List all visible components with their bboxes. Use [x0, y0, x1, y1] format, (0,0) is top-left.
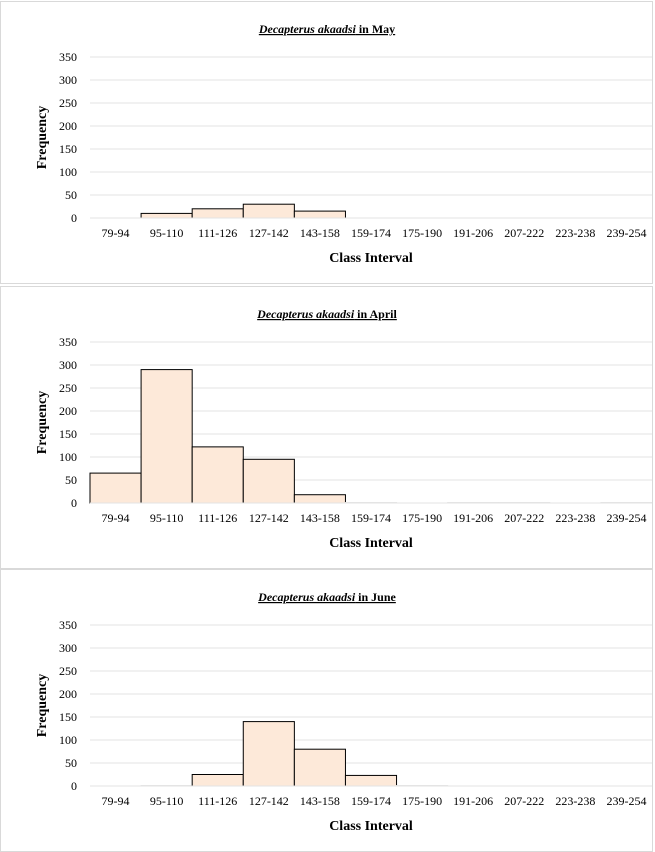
chart-title: Decapterus akaadsi in May — [258, 22, 395, 36]
y-tick-label: 150 — [59, 427, 77, 441]
y-axis-label: Frequency — [35, 674, 50, 738]
y-tick-label: 200 — [59, 119, 77, 133]
x-tick-label: 191-206 — [453, 794, 493, 808]
x-tick-label: 239-254 — [606, 226, 646, 240]
x-tick-label: 127-142 — [249, 226, 289, 240]
y-tick-label: 50 — [65, 188, 77, 202]
chart-title: Decapterus akaadsi in April — [256, 307, 397, 321]
y-tick-label: 100 — [59, 165, 77, 179]
y-tick-label: 250 — [59, 96, 77, 110]
x-tick-label: 159-174 — [351, 226, 391, 240]
bar-111-126 — [192, 775, 243, 787]
bar-127-142 — [243, 204, 294, 218]
chart-svg: Decapterus akaadsi in May 0 50 100 150 200 250… — [1, 2, 652, 283]
y-tick-label: 150 — [59, 142, 77, 156]
chart-title-species: Decapterus akaadsi — [257, 590, 356, 604]
y-tick-label: 0 — [71, 496, 77, 510]
y-tick-label: 350 — [59, 618, 77, 632]
x-tick-label: 223-238 — [555, 226, 595, 240]
bar-111-126 — [192, 447, 243, 503]
y-tick-label: 100 — [59, 733, 77, 747]
bar-143-158 — [294, 749, 345, 786]
x-tick-label: 191-206 — [453, 226, 493, 240]
bar-127-142 — [243, 459, 294, 503]
x-tick-label: 79-94 — [102, 226, 130, 240]
y-tick-label: 50 — [65, 473, 77, 487]
y-axis-label: Frequency — [35, 106, 50, 170]
bar-79-94 — [90, 473, 141, 503]
bar-159-174 — [345, 775, 396, 786]
x-tick-label: 175-190 — [402, 226, 442, 240]
x-tick-label: 127-142 — [249, 794, 289, 808]
chart-title: Decapterus akaadsi in June — [257, 590, 396, 604]
y-tick-label: 100 — [59, 450, 77, 464]
x-axis-label: Class Interval — [329, 819, 413, 834]
y-tick-label: 350 — [59, 50, 77, 64]
chart-svg: Decapterus akaadsi in April 0 50 100 150 200 2… — [1, 287, 652, 568]
y-tick-label: 350 — [59, 335, 77, 349]
chart-panel-1: Decapterus akaadsi in April 0 50 100 150 200 2… — [0, 286, 653, 569]
y-tick-label: 300 — [59, 358, 77, 372]
x-tick-label: 143-158 — [300, 511, 340, 525]
x-tick-label: 143-158 — [300, 226, 340, 240]
x-tick-label: 79-94 — [102, 511, 130, 525]
y-tick-label: 250 — [59, 664, 77, 678]
x-tick-label: 159-174 — [351, 794, 391, 808]
x-tick-label: 175-190 — [402, 511, 442, 525]
x-tick-label: 79-94 — [102, 794, 130, 808]
x-tick-label: 223-238 — [555, 511, 595, 525]
x-axis-label: Class Interval — [329, 251, 413, 266]
x-tick-label: 95-110 — [150, 226, 184, 240]
bar-111-126 — [192, 209, 243, 218]
y-tick-label: 150 — [59, 710, 77, 724]
y-tick-label: 0 — [71, 779, 77, 793]
x-tick-label: 111-126 — [198, 511, 237, 525]
chart-title-month: in April — [354, 307, 397, 321]
x-tick-label: 111-126 — [198, 794, 237, 808]
y-tick-label: 0 — [71, 211, 77, 225]
x-tick-label: 175-190 — [402, 794, 442, 808]
x-tick-label: 95-110 — [150, 794, 184, 808]
chart-title-month: in May — [356, 22, 395, 36]
bar-143-158 — [294, 211, 345, 218]
x-tick-label: 111-126 — [198, 226, 237, 240]
y-tick-label: 50 — [65, 756, 77, 770]
bar-95-110 — [141, 213, 192, 218]
x-tick-label: 207-222 — [504, 226, 544, 240]
y-axis-label: Frequency — [35, 391, 50, 455]
x-tick-label: 127-142 — [249, 511, 289, 525]
bar-95-110 — [141, 370, 192, 503]
x-tick-label: 143-158 — [300, 794, 340, 808]
x-tick-label: 207-222 — [504, 794, 544, 808]
chart-title-species: Decapterus akaadsi — [256, 307, 355, 321]
x-tick-label: 159-174 — [351, 511, 391, 525]
bar-143-158 — [294, 495, 345, 503]
x-tick-label: 239-254 — [606, 511, 646, 525]
y-tick-label: 200 — [59, 404, 77, 418]
chart-title-month: in June — [355, 590, 396, 604]
chart-panel-0: Decapterus akaadsi in May 0 50 100 150 200 250… — [0, 1, 653, 284]
y-tick-label: 300 — [59, 641, 77, 655]
x-tick-label: 223-238 — [555, 794, 595, 808]
x-tick-label: 207-222 — [504, 511, 544, 525]
x-tick-label: 95-110 — [150, 511, 184, 525]
x-axis-label: Class Interval — [329, 536, 413, 551]
chart-svg: Decapterus akaadsi in June 0 50 100 150 200 25… — [1, 570, 652, 851]
y-tick-label: 300 — [59, 73, 77, 87]
y-tick-label: 250 — [59, 381, 77, 395]
y-tick-label: 200 — [59, 687, 77, 701]
x-tick-label: 239-254 — [606, 794, 646, 808]
chart-title-species: Decapterus akaadsi — [258, 22, 357, 36]
bar-127-142 — [243, 722, 294, 786]
x-tick-label: 191-206 — [453, 511, 493, 525]
chart-panel-2: Decapterus akaadsi in June 0 50 100 150 200 25… — [0, 569, 653, 852]
